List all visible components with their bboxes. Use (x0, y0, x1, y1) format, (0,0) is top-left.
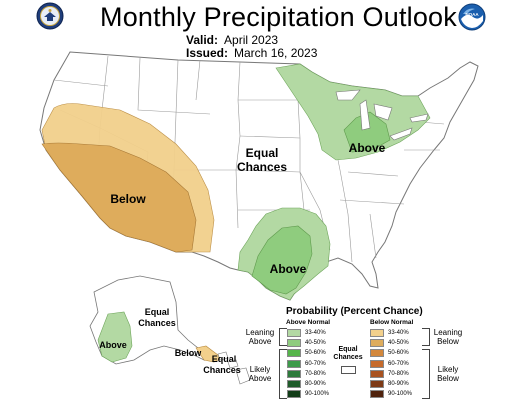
valid-line: Valid: April 2023 (186, 33, 278, 47)
legend-category-label-below: 80-90% (388, 381, 409, 387)
equal-chances-swatch (341, 366, 356, 374)
legend-category-label-above: 60-70% (305, 360, 326, 367)
legend-category-label-below: 90-100% (388, 391, 413, 398)
conus-below-label: Below (110, 192, 146, 206)
leaning-above-label-2: Above (248, 337, 272, 346)
legend-swatch-below (370, 359, 384, 368)
likely-below-label-1: Likely (437, 365, 459, 374)
leaning-below-brace (422, 328, 430, 346)
legend-category-label-above: 90-100% (305, 391, 330, 398)
legend-category-label-below: 40-50% (388, 340, 409, 347)
likely-below-label: Likely Below (431, 365, 465, 383)
gulf-above-label: Above (270, 262, 307, 276)
alaska-above-label: Above (99, 340, 127, 350)
legend-category-label-below: 50-60% (388, 350, 409, 357)
legend-below-header: Below Normal (370, 319, 414, 326)
legend-swatch-below (370, 380, 384, 388)
likely-above-label: Likely Above (243, 365, 277, 383)
legend-swatch-above (287, 349, 301, 358)
legend-swatch-below (370, 339, 384, 348)
legend-swatch-below (370, 390, 384, 399)
alaska-equal-label-1: Equal (145, 307, 170, 317)
equal-chances-label: Equal Chances (331, 346, 365, 362)
likely-above-label-2: Above (248, 374, 272, 383)
hawaii-equal-label-1: Equal (212, 354, 237, 364)
legend-category-label-below: 60-70% (388, 360, 409, 367)
below-medium-region (41, 142, 197, 253)
equal-chances-label-1: Equal (338, 346, 358, 353)
equal-chances-label-2: Chances (333, 354, 363, 361)
legend-category-label-below: 33-40% (388, 330, 409, 336)
alaska-equal-label-2: Chances (138, 318, 176, 328)
hawaii-equal-label-2: Chances (203, 365, 241, 375)
legend-above-header: Above Normal (286, 319, 331, 326)
valid-value: April 2023 (224, 33, 279, 47)
noaa-logo-icon: NOAA (458, 3, 486, 31)
commerce-seal-icon (36, 2, 64, 30)
legend-category-label-above: 40-50% (305, 340, 326, 347)
conus-equal-label-2: Chances (237, 160, 287, 174)
conus-equal-label-1: Equal (246, 146, 279, 160)
leaning-below-label: Leaning Below (431, 328, 465, 346)
above-medium-region-gulf (251, 225, 313, 295)
leaning-above-brace (279, 328, 287, 346)
legend-category-label-below: 70-80% (388, 370, 409, 377)
likely-below-brace (422, 349, 430, 399)
legend-swatch-above (287, 359, 301, 368)
likely-above-label-1: Likely (249, 365, 271, 374)
alaska-above-region (97, 311, 133, 363)
legend-swatch-below (370, 369, 384, 378)
issued-value: March 16, 2023 (234, 46, 318, 60)
great-lakes-above-label: Above (349, 141, 386, 155)
legend-category-label-above: 80-90% (305, 381, 326, 387)
legend-title: Probability (Percent Chance) (286, 306, 423, 317)
legend-category-label-above: 50-60% (305, 350, 326, 357)
legend-swatch-below (370, 349, 384, 358)
leaning-below-label-1: Leaning (433, 328, 463, 337)
great-lakes (335, 89, 429, 141)
page-title: Monthly Precipitation Outlook (100, 2, 457, 32)
legend-category-label-above: 70-80% (305, 370, 326, 377)
leaning-below-label-2: Below (437, 337, 459, 346)
alaska-below-label: Below (175, 348, 203, 358)
legend-swatch-above (287, 369, 301, 378)
valid-label: Valid: (186, 33, 219, 47)
hawaii-islands (217, 351, 251, 385)
noaa-logo-text: NOAA (465, 12, 479, 17)
legend-swatch-above (287, 380, 301, 388)
likely-below-label-2: Below (437, 374, 459, 383)
issued-line: Issued: March 16, 2023 (186, 46, 317, 60)
leaning-above-label: Leaning Above (243, 328, 277, 346)
legend-swatch-above (287, 329, 301, 337)
legend-category-label-above: 33-40% (305, 330, 326, 336)
legend-swatch-above (287, 390, 301, 399)
leaning-above-label-1: Leaning (245, 328, 275, 337)
legend-swatch-below (370, 329, 384, 337)
above-medium-region-north (343, 111, 391, 153)
legend-swatch-above (287, 339, 301, 348)
likely-above-brace (279, 349, 287, 399)
issued-label: Issued: (186, 46, 229, 60)
